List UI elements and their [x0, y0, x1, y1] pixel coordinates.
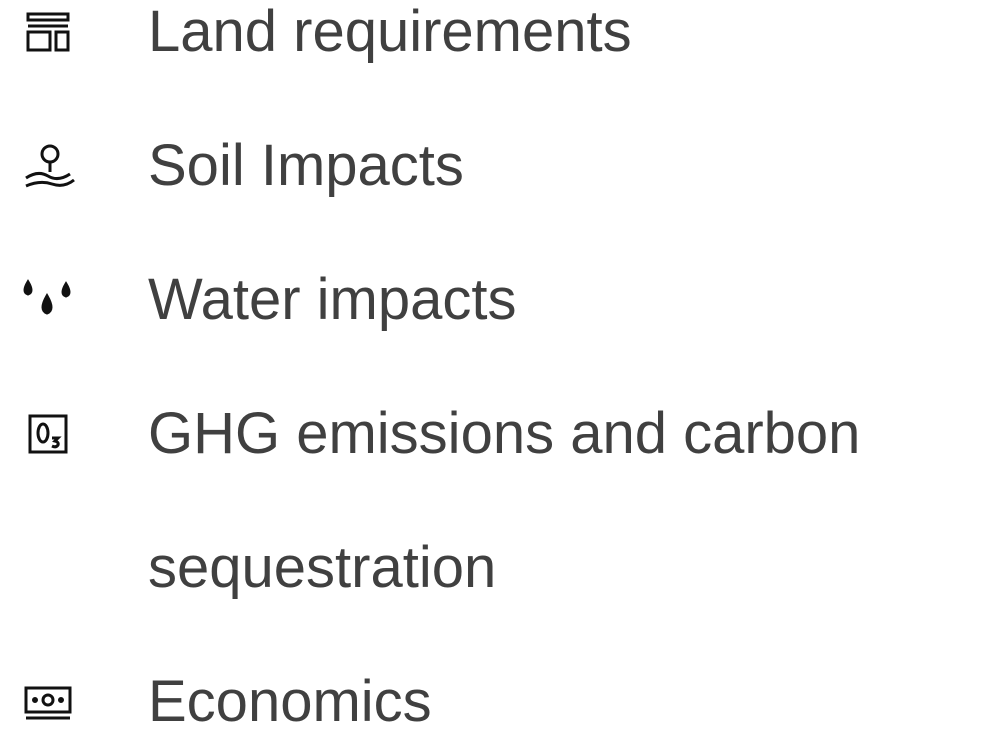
list-item: Land requirements [0, 0, 968, 99]
item-label: Soil Impacts [148, 133, 464, 198]
item-label: Land requirements [148, 0, 632, 64]
list-item: GHG emissions and carbon sequestration [0, 367, 968, 635]
soil-icon [25, 144, 75, 188]
list-item: Water impacts [0, 233, 968, 367]
land-icon [26, 12, 70, 52]
item-label: Economics [148, 669, 432, 734]
money-icon [24, 686, 72, 720]
water-icon [23, 279, 71, 315]
item-label: GHG emissions and carbon sequestration [148, 401, 861, 600]
ozone-icon [28, 414, 68, 454]
list-item: Economics [0, 635, 968, 736]
item-label: Water impacts [148, 267, 517, 332]
list-item: Soil Impacts [0, 99, 968, 233]
